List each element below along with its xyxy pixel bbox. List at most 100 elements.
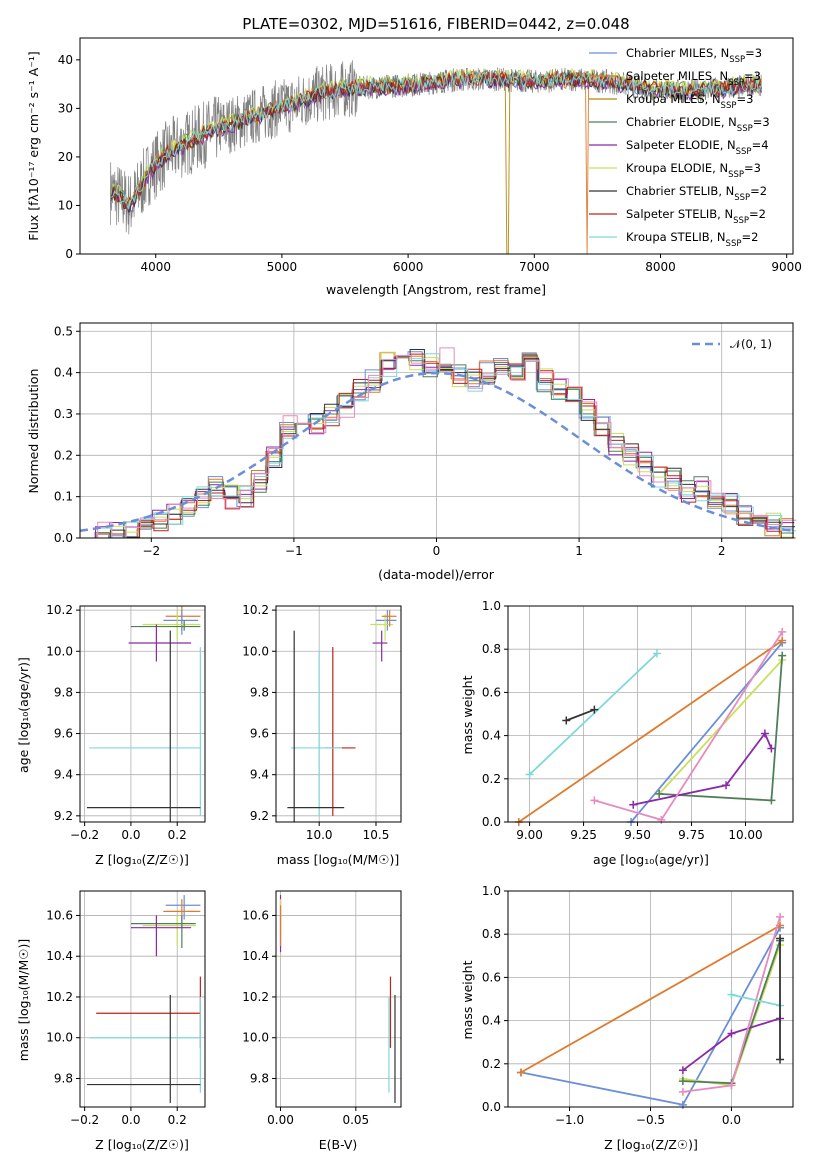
mass-weight-marker [678,1077,687,1086]
mass-weight-line [731,993,781,1007]
mass-weight-marker [590,705,599,714]
y-tick-label: 9.4 [54,768,73,782]
x-tick-label: −1 [285,544,303,558]
legend-count: =3 [744,161,761,175]
age-mass-xlabel: mass [log₁₀(M/M☉)] [277,852,399,867]
y-tick-label: 1.0 [482,884,501,898]
x-tick-label: −0.2 [70,1113,99,1127]
mass-weight-marker [778,636,787,645]
mass-weight-marker [590,796,599,805]
massweight-vs-z-panel: −1.0 −0.5 0.0 0.0 0.2 0.4 0.6 0.8 1.0 [482,884,794,1127]
mass-ebv-xlabel: E(B-V) [319,1137,358,1152]
axes-frame [79,37,794,255]
x-tick-label: 6000 [393,260,424,274]
mass-weight-line [528,652,658,776]
x-tick-label: 0.00 [267,1113,294,1127]
y-tick-label: 10 [58,198,73,212]
mass-weight-marker [525,770,534,779]
mass-weight-marker [655,789,664,798]
mass-vs-ebv-panel: 0.00 0.05 9.8 10.0 10.2 10.4 10.6 [242,890,402,1127]
x-tick-label: −2 [142,544,160,558]
legend-subscript: SSP [728,78,744,88]
y-tick-label: 40 [58,53,73,67]
model-spectrum-line [111,70,762,210]
y-tick-label: 0.4 [54,366,73,380]
mass-weight-marker [727,990,736,999]
x-tick-label: 9.25 [570,828,597,842]
legend-count: =2 [741,230,758,244]
normal-curve [79,371,794,533]
legend-subscript: SSP [736,147,752,157]
histogram-step [82,353,796,539]
x-tick-label: 0.2 [168,828,187,842]
mass-weight-marker [776,934,785,943]
mass-weight-marker [776,1055,785,1064]
axes-frame [79,605,206,823]
axes-frame [79,890,206,1108]
mass-weight-marker [678,1100,687,1109]
y-tick-label: 0.8 [482,927,501,941]
x-tick-label: 0.0 [121,828,140,842]
legend-entry: Chabrier MILES, NSSP=3 [626,46,762,65]
mass-weight-marker [562,716,571,725]
y-tick-label: 10.2 [242,990,269,1004]
x-tick-label: 5000 [267,260,298,274]
model-spectrum-line [111,71,762,210]
axes-frame [275,890,402,1108]
x-tick-label: 10.00 [728,828,762,842]
histogram-ylabel: Normed distribution [26,369,41,494]
age-z-xlabel: Z [log₁₀(Z/Z☉)] [95,852,189,867]
y-tick-label: 10.4 [242,949,269,963]
x-tick-label: −0.2 [70,828,99,842]
x-tick-label: −0.5 [636,1113,665,1127]
figure-title: PLATE=0302, MJD=51616, FIBERID=0442, z=0… [242,15,629,33]
age-vs-mass-panel: 10.0 10.5 9.2 9.4 9.6 9.8 10.0 10.2 [242,603,402,842]
y-tick-label: 10.2 [242,603,269,617]
axes-frame [275,605,402,823]
legend-subscript: SSP [726,239,742,249]
y-tick-label: 0.2 [482,1057,501,1071]
y-tick-label: 9.8 [54,1071,73,1085]
mass-weight-marker [727,1081,736,1090]
mass-weight-marker [727,1029,736,1038]
legend-subscript: SSP [721,101,737,111]
x-tick-label: 9.75 [678,828,705,842]
y-tick-label: 10.0 [46,644,73,658]
y-tick-label: 9.4 [250,768,269,782]
legend-count: =3 [736,92,753,106]
mw-age-ylabel: mass weight [460,675,475,754]
x-tick-label: 0.05 [342,1113,369,1127]
x-tick-label: 0 [433,544,441,558]
mass-weight-marker [678,1066,687,1075]
legend-entry: Salpeter ELODIE, NSSP=4 [626,138,769,157]
age-vs-z-panel: −0.2 0.0 0.2 9.2 9.4 9.6 9.8 10.0 10.2 [46,603,206,842]
y-tick-label: 0.6 [482,685,501,699]
x-tick-label: 8000 [645,260,676,274]
spectrum-panel: 4000 5000 6000 7000 8000 9000 0 10 20 30 40 Chabrie… [58,37,802,274]
x-tick-label: 0.2 [168,1113,187,1127]
x-tick-label: 0.0 [722,1113,741,1127]
mass-weight-line [630,642,783,823]
mass-weight-marker [652,649,661,658]
mw-age-xlabel: age [log₁₀(age/yr)] [593,852,709,867]
legend-entry: Kroupa STELIB, NSSP=2 [626,230,758,249]
legend-entry: Chabrier ELODIE, NSSP=3 [626,115,770,134]
mass-weight-marker [678,1087,687,1096]
mass-weight-marker [760,729,769,738]
y-tick-label: 0 [65,247,73,261]
histogram-panel: −2 −1 0 1 2 0.0 0.1 0.2 0.3 0.4 0.5 𝒩(0, 1) [54,322,797,558]
mass-weight-line [518,639,783,823]
x-tick-label: 1 [575,544,583,558]
x-tick-label: 9.00 [516,828,543,842]
y-tick-label: 20 [58,150,73,164]
y-tick-label: 9.6 [54,727,73,741]
y-tick-label: 9.6 [250,727,269,741]
y-tick-label: 10.2 [46,990,73,1004]
y-tick-label: 9.8 [250,685,269,699]
legend-subscript: SSP [737,124,753,134]
y-tick-label: 30 [58,101,73,115]
mass-weight-marker [767,744,776,753]
x-tick-label: 9000 [771,260,802,274]
histogram-step [83,347,797,539]
y-tick-label: 9.8 [54,685,73,699]
